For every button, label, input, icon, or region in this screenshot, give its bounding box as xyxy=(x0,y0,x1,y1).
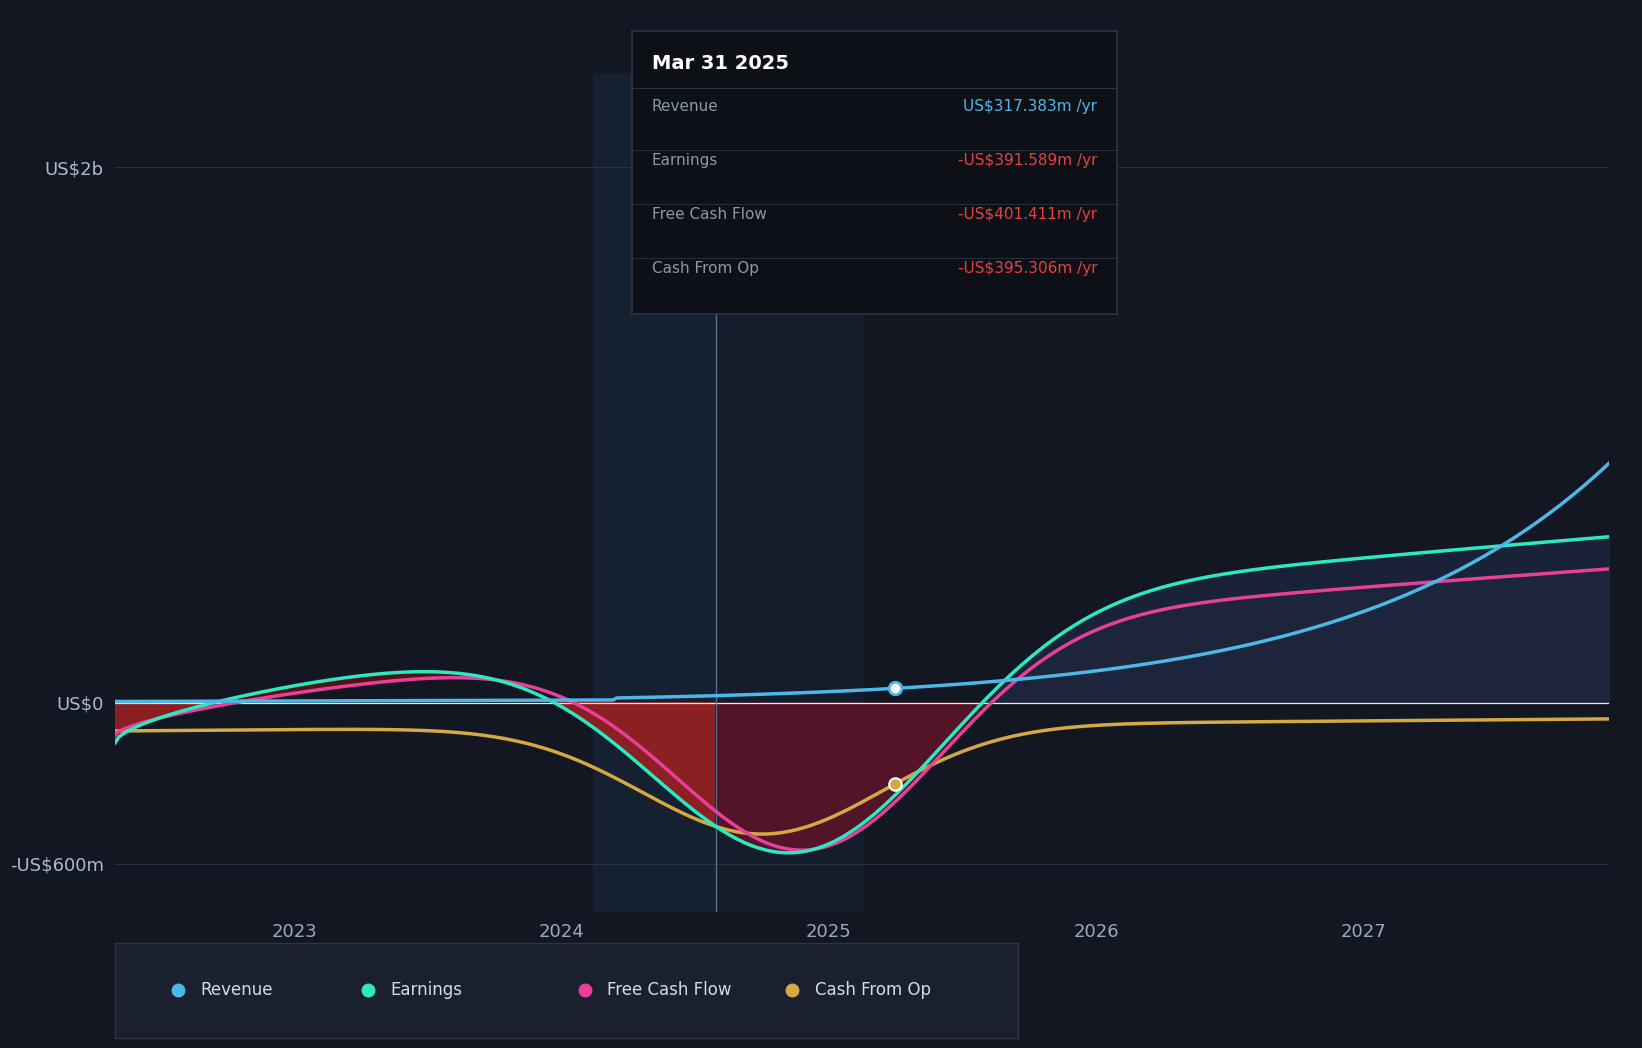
Text: Cash From Op: Cash From Op xyxy=(652,261,759,276)
Text: Earnings: Earnings xyxy=(391,981,463,1000)
Text: Free Cash Flow: Free Cash Flow xyxy=(652,206,767,222)
Text: -US$391.589m /yr: -US$391.589m /yr xyxy=(957,153,1097,168)
Text: Free Cash Flow: Free Cash Flow xyxy=(608,981,732,1000)
Text: Earnings: Earnings xyxy=(652,153,718,168)
Text: US$317.383m /yr: US$317.383m /yr xyxy=(964,100,1097,114)
Text: -US$395.306m /yr: -US$395.306m /yr xyxy=(957,261,1097,276)
Text: Past: Past xyxy=(668,139,708,158)
Text: Revenue: Revenue xyxy=(200,981,273,1000)
Text: Cash From Op: Cash From Op xyxy=(814,981,931,1000)
Text: Mar 31 2025: Mar 31 2025 xyxy=(652,54,788,73)
Text: -US$401.411m /yr: -US$401.411m /yr xyxy=(957,206,1097,222)
Text: Revenue: Revenue xyxy=(652,100,718,114)
Text: Analysts Forecasts: Analysts Forecasts xyxy=(729,139,885,158)
Bar xyxy=(716,73,864,912)
Bar xyxy=(593,73,716,912)
